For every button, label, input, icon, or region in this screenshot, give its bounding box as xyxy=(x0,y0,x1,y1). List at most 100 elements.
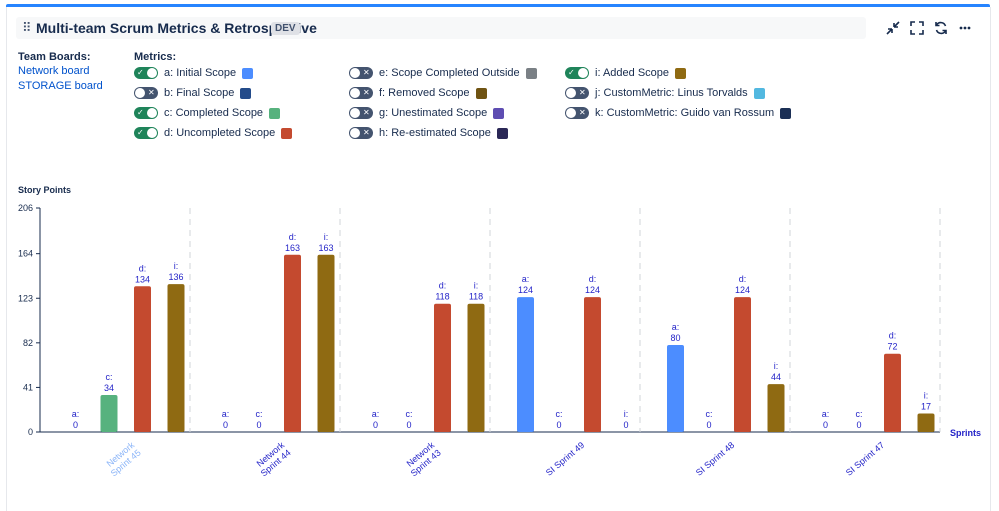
metrics-label: Metrics: xyxy=(134,51,177,63)
data-label-value: 0 xyxy=(706,420,711,430)
check-icon: ✓ xyxy=(137,128,144,137)
data-label-value: 136 xyxy=(168,272,183,282)
bar-a xyxy=(667,345,684,432)
data-label-series: a: xyxy=(222,409,230,419)
bar-a xyxy=(517,297,534,432)
metric-h: ✕ h: Re-estimated Scope xyxy=(349,126,508,140)
data-label-value: 72 xyxy=(887,342,897,352)
metric-a: ✓ a: Initial Scope xyxy=(134,66,254,80)
metric-d-color-swatch xyxy=(281,127,293,139)
x-tick-label-line: SI Sprint 47 xyxy=(844,440,886,478)
bar-i xyxy=(467,303,485,432)
toggle-knob xyxy=(566,108,576,118)
toggle-knob xyxy=(147,68,157,78)
data-label-value: 0 xyxy=(823,420,828,430)
toggle-knob xyxy=(350,68,360,78)
metric-e-color-swatch xyxy=(525,67,537,79)
data-label-series: c: xyxy=(855,409,862,419)
data-label-value: 80 xyxy=(670,333,680,343)
bar-i xyxy=(167,284,185,432)
data-label-value: 0 xyxy=(223,420,228,430)
metric-d-toggle[interactable]: ✓ xyxy=(134,127,158,139)
data-label-series: c: xyxy=(105,372,112,382)
fullscreen-icon[interactable] xyxy=(908,19,926,37)
y-tick-label: 123 xyxy=(18,293,33,303)
drag-handle-icon[interactable]: ⠿ xyxy=(22,20,31,35)
gadget-title: Multi-team Scrum Metrics & Retrospective xyxy=(36,20,317,36)
data-label-series: i: xyxy=(924,391,929,401)
x-tick-label: NetworkSprint 43 xyxy=(402,440,443,479)
board-link-storage[interactable]: STORAGE board xyxy=(18,80,103,92)
refresh-icon[interactable] xyxy=(932,19,950,37)
bar-d xyxy=(734,297,751,432)
bar-c xyxy=(100,395,118,432)
y-tick-label: 206 xyxy=(18,203,33,213)
metric-k-toggle[interactable]: ✕ xyxy=(565,107,589,119)
data-label-series: a: xyxy=(522,274,530,284)
metric-a-color-swatch xyxy=(242,67,254,79)
check-icon: ✓ xyxy=(568,68,575,77)
metric-e-toggle[interactable]: ✕ xyxy=(349,67,373,79)
metric-i-toggle[interactable]: ✓ xyxy=(565,67,589,79)
metric-j-toggle[interactable]: ✕ xyxy=(565,87,589,99)
bar-i xyxy=(917,413,935,432)
metric-g-toggle[interactable]: ✕ xyxy=(349,107,373,119)
y-tick-label: 41 xyxy=(23,382,33,392)
toggle-knob xyxy=(578,68,588,78)
data-label-series: i: xyxy=(774,361,779,371)
metric-d: ✓ d: Uncompleted Scope xyxy=(134,126,293,140)
minimize-icon[interactable] xyxy=(884,19,902,37)
metric-a-toggle[interactable]: ✓ xyxy=(134,67,158,79)
metric-c-toggle[interactable]: ✓ xyxy=(134,107,158,119)
data-label-value: 0 xyxy=(256,420,261,430)
y-tick-label: 164 xyxy=(18,249,33,259)
data-label-series: a: xyxy=(822,409,830,419)
metric-f: ✕ f: Removed Scope xyxy=(349,86,487,100)
data-label-series: c: xyxy=(405,409,412,419)
data-label-series: a: xyxy=(672,322,680,332)
x-tick-label: NetworkSprint 45 xyxy=(102,440,143,479)
data-label-series: a: xyxy=(372,409,380,419)
cross-icon: ✕ xyxy=(363,68,370,77)
metric-h-toggle[interactable]: ✕ xyxy=(349,127,373,139)
metric-k-label: k: CustomMetric: Guido van Rossum xyxy=(595,107,775,119)
metric-c: ✓ c: Completed Scope xyxy=(134,106,281,120)
data-label-series: a: xyxy=(72,409,80,419)
bar-d xyxy=(284,254,301,432)
data-label-value: 0 xyxy=(406,420,411,430)
data-label-series: d: xyxy=(289,232,297,242)
metric-f-toggle[interactable]: ✕ xyxy=(349,87,373,99)
check-icon: ✓ xyxy=(137,108,144,117)
metric-f-label: f: Removed Scope xyxy=(379,87,470,99)
data-label-series: i: xyxy=(474,281,479,291)
metric-g: ✕ g: Unestimated Scope xyxy=(349,106,505,120)
metric-j-color-swatch xyxy=(753,87,765,99)
metric-b-toggle[interactable]: ✕ xyxy=(134,87,158,99)
x-tick-label: SI Sprint 47 xyxy=(844,440,886,478)
data-label-series: d: xyxy=(439,281,447,291)
data-label-series: d: xyxy=(739,274,747,284)
data-label-value: 34 xyxy=(104,383,114,393)
toggle-knob xyxy=(350,88,360,98)
data-label-value: 0 xyxy=(73,420,78,430)
metric-g-label: g: Unestimated Scope xyxy=(379,107,488,119)
bar-i xyxy=(767,384,785,432)
more-icon[interactable] xyxy=(956,19,974,37)
x-tick-label-line: SI Sprint 48 xyxy=(694,440,736,478)
board-link-network[interactable]: Network board xyxy=(18,65,90,77)
data-label-series: d: xyxy=(139,263,147,273)
metric-j-label: j: CustomMetric: Linus Torvalds xyxy=(595,87,748,99)
top-accent-bar xyxy=(6,4,990,7)
metric-f-color-swatch xyxy=(475,87,487,99)
metric-c-label: c: Completed Scope xyxy=(164,107,264,119)
data-label-series: c: xyxy=(705,409,712,419)
data-label-value: 163 xyxy=(318,243,333,253)
data-label-value: 0 xyxy=(856,420,861,430)
toggle-knob xyxy=(147,108,157,118)
data-label-value: 163 xyxy=(285,243,300,253)
toggle-knob xyxy=(147,128,157,138)
data-label-value: 124 xyxy=(735,285,750,295)
cross-icon: ✕ xyxy=(148,88,155,97)
data-label-value: 17 xyxy=(921,402,931,412)
x-tick-label: SI Sprint 48 xyxy=(694,440,736,478)
